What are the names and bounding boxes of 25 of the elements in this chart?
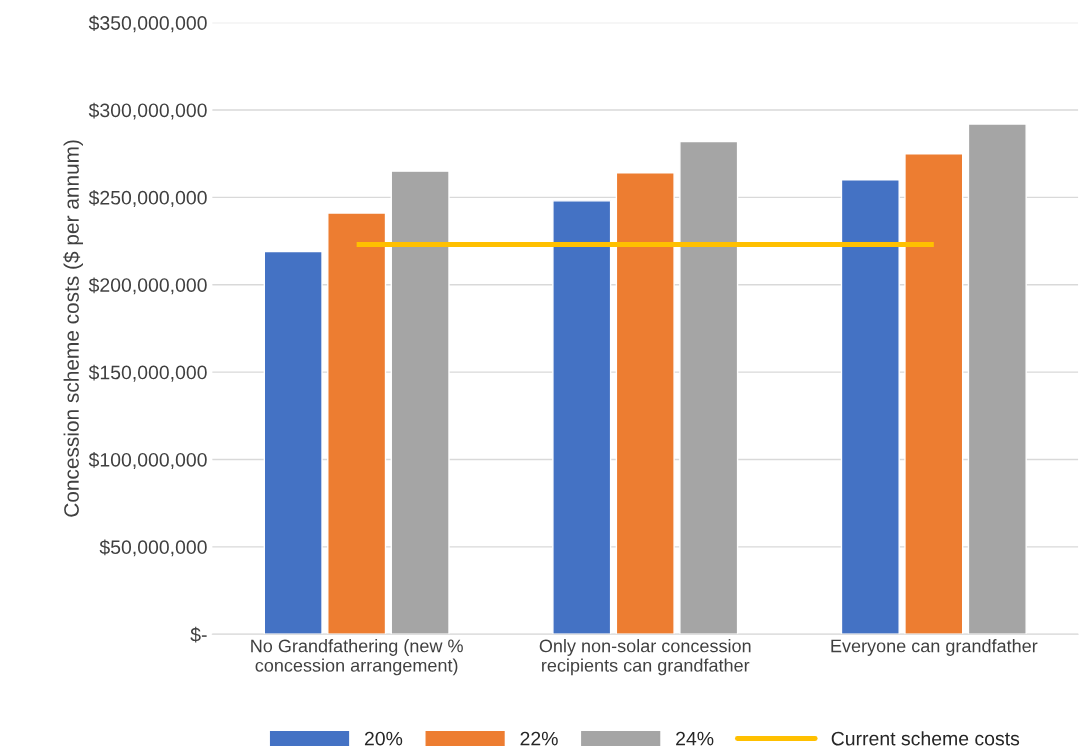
x-tick-label: No Grandfathering (new % concession arrangement) <box>251 639 463 676</box>
y-tick-label: $300,000,000 <box>88 102 207 120</box>
y-axis-title: Concession scheme costs ($ per annum) <box>63 140 84 517</box>
legend-label: 20% <box>364 731 403 746</box>
bar <box>327 212 387 635</box>
bar <box>967 123 1027 635</box>
bar <box>679 140 739 635</box>
y-tick-label: $150,000,000 <box>88 364 207 382</box>
y-tick-label: $100,000,000 <box>88 452 207 470</box>
legend-label: 24% <box>676 731 714 746</box>
bar <box>840 179 900 635</box>
bar <box>615 172 675 635</box>
x-tick-label: Only non-solar concession recipients can grandfather <box>539 639 751 676</box>
y-tick-label: $- <box>190 626 207 643</box>
bar <box>552 200 612 635</box>
bar <box>390 170 450 635</box>
y-tick-label: $250,000,000 <box>88 190 207 207</box>
y-tick-label: $350,000,000 <box>88 15 207 33</box>
y-tick-label: $200,000,000 <box>88 277 207 295</box>
bar <box>263 250 323 635</box>
legend-label: Current scheme costs <box>831 731 1020 746</box>
x-tick-label: Everyone can grandfather <box>831 639 1038 656</box>
y-tick-label: $50,000,000 <box>99 539 207 557</box>
legend-label: 22% <box>520 731 558 746</box>
bar <box>904 153 964 635</box>
